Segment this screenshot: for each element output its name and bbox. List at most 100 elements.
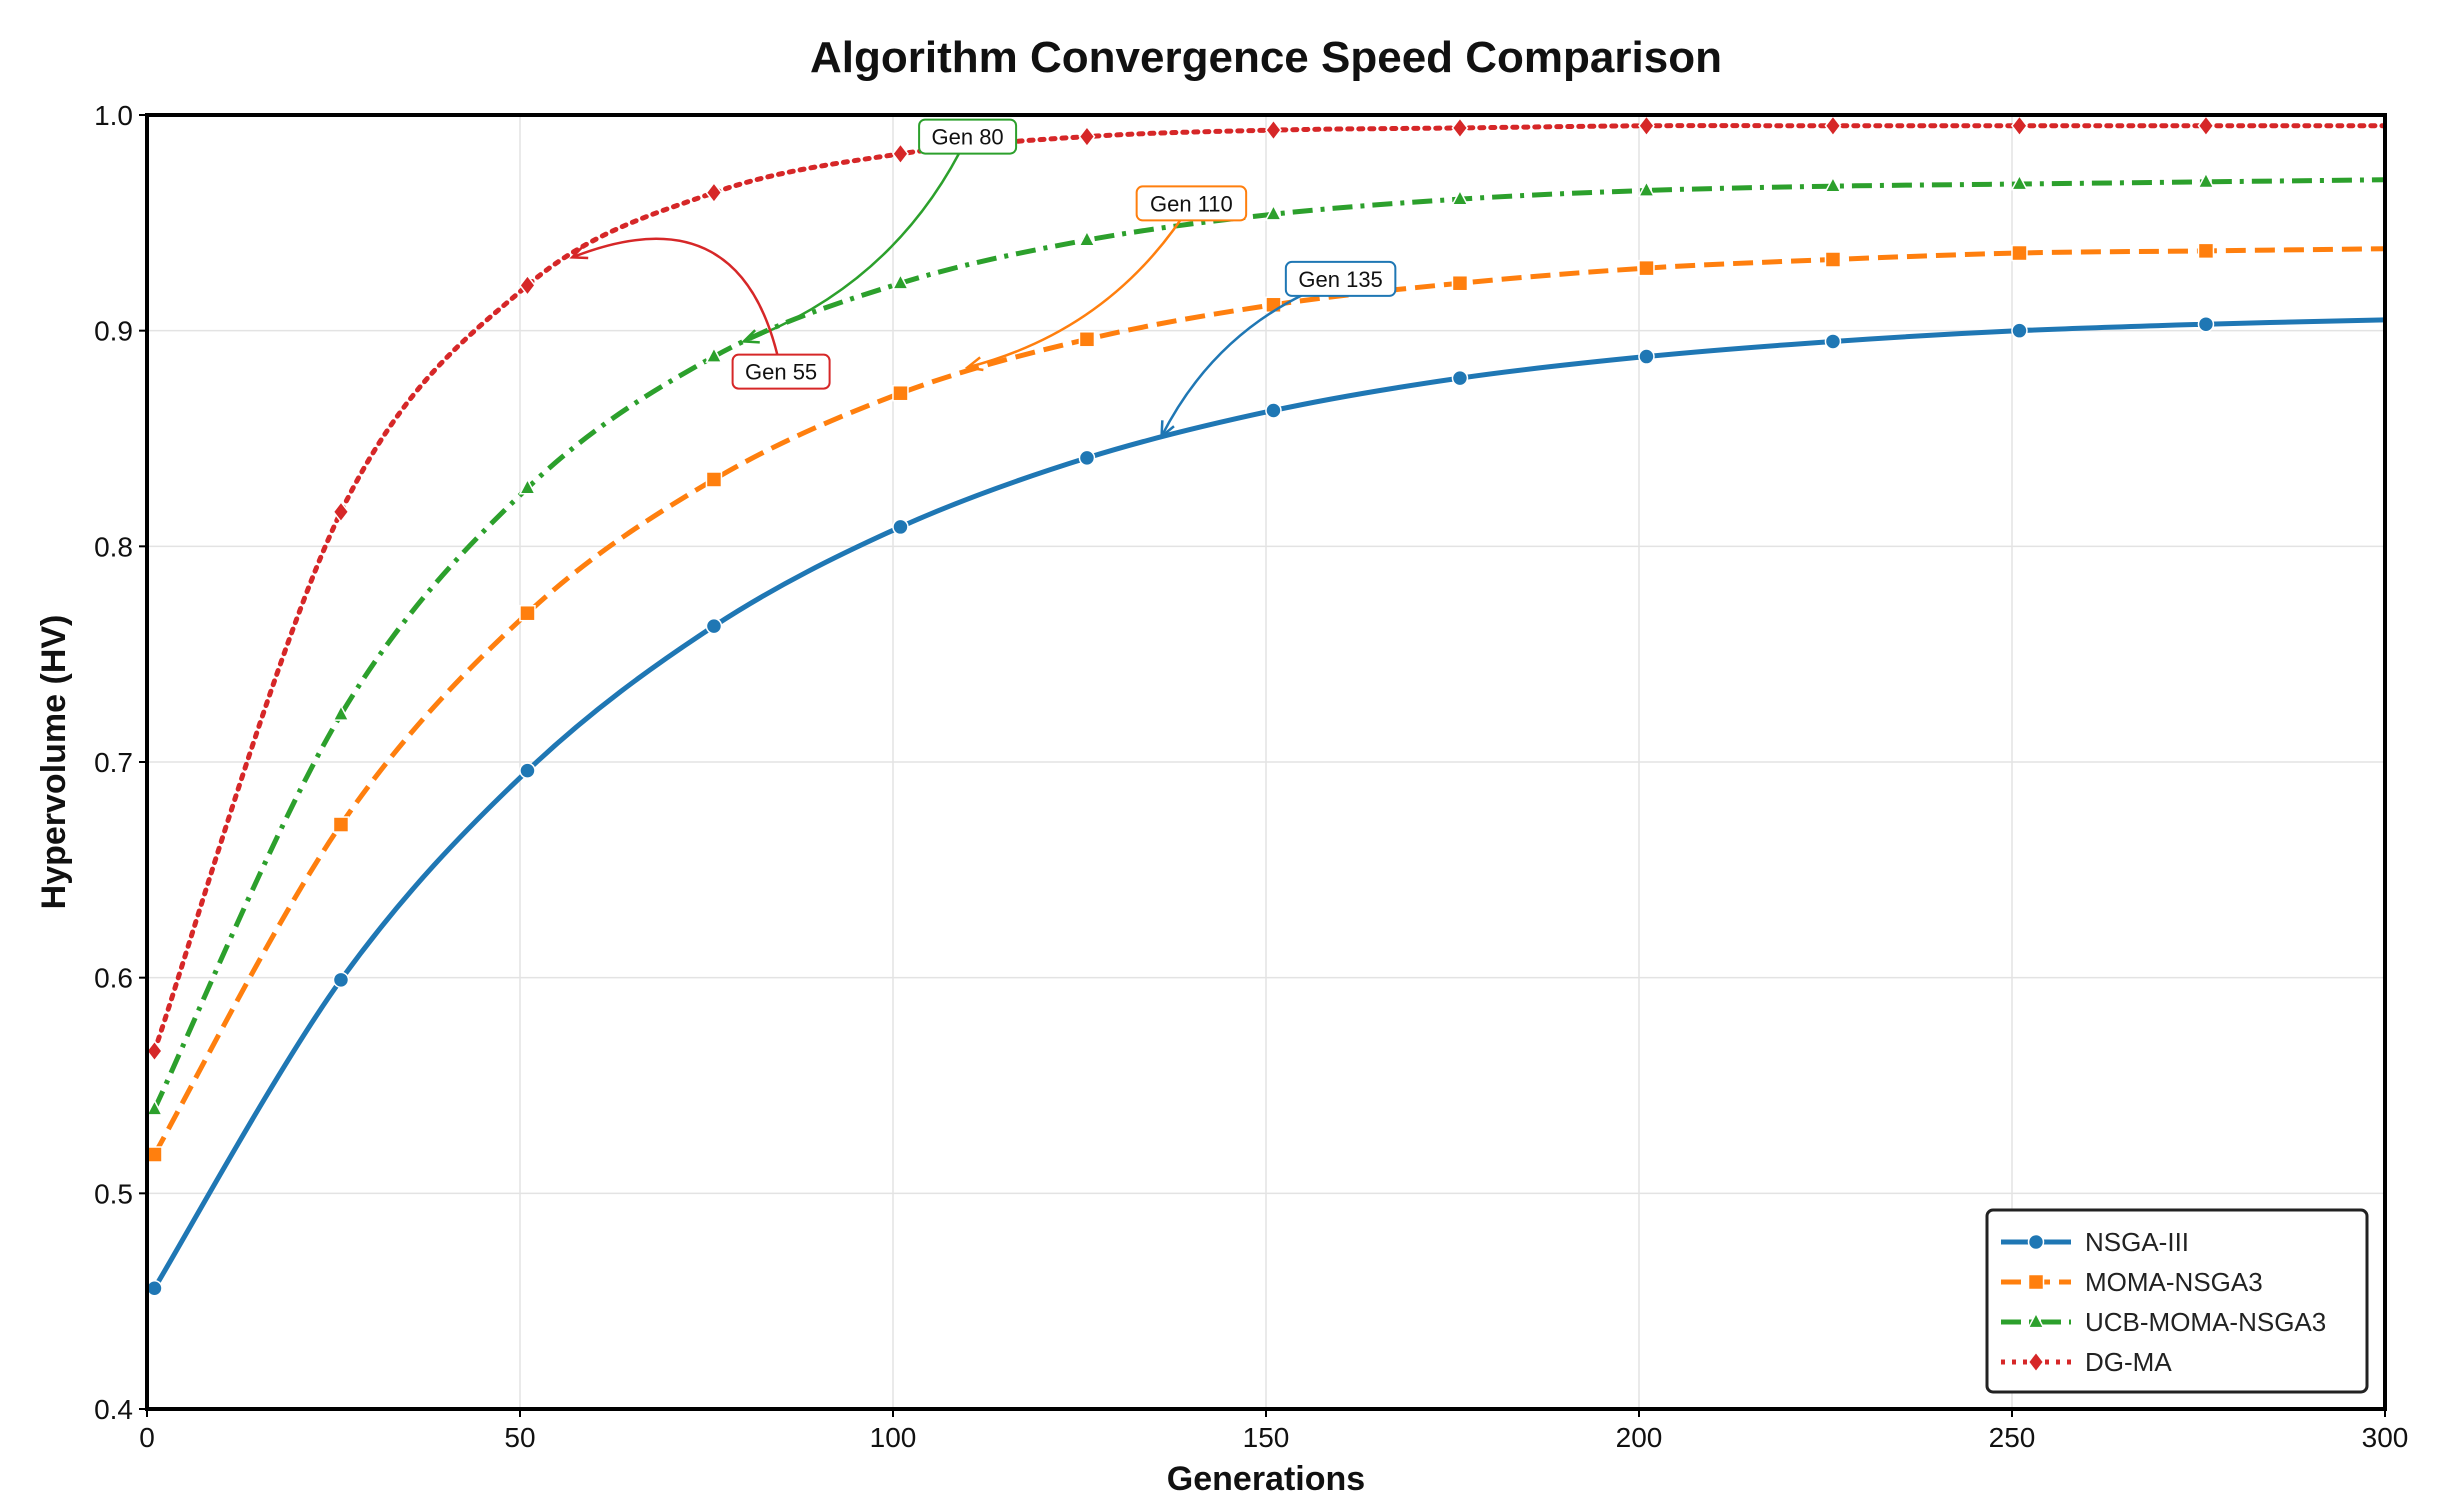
data-point-moma-nsga3: [892, 384, 909, 402]
data-point-dg-ma: [892, 142, 909, 165]
annotation-gen-55: Gen 55: [569, 237, 831, 390]
series-nsga-iii: [147, 315, 2385, 1297]
series-layer: [147, 115, 2385, 1297]
data-point-moma-nsga3: [332, 816, 350, 833]
annotation-label: Gen 80: [932, 125, 1004, 150]
annotation-arrow-head: [964, 356, 984, 372]
series-line-nsga-iii: [152, 317, 2385, 1290]
annotation-arrow-head: [569, 245, 589, 260]
x-axis-label: Generations: [1167, 1460, 1365, 1498]
data-point-dg-ma: [519, 274, 536, 297]
data-point-nsga-iii: [2011, 322, 2028, 339]
legend-swatch-marker: [2027, 1233, 2045, 1251]
data-point-nsga-iii: [1451, 369, 1469, 387]
data-point-dg-ma: [1265, 119, 1282, 142]
legend-swatch-marker: [2027, 1351, 2045, 1373]
data-point-ucb-moma-nsga3: [1264, 203, 1283, 221]
data-point-ucb-moma-nsga3: [1078, 229, 1096, 247]
x-tick-label: 300: [2362, 1422, 2409, 1453]
annotation-label: Gen 55: [745, 360, 817, 385]
y-tick-label: 0.9: [94, 316, 133, 347]
annotation-label: Gen 135: [1298, 267, 1382, 292]
data-point-nsga-iii: [1824, 333, 1842, 350]
data-point-ucb-moma-nsga3: [1824, 175, 1842, 193]
data-point-ucb-moma-nsga3: [147, 1098, 164, 1116]
data-point-dg-ma: [1824, 115, 1842, 137]
data-point-nsga-iii: [519, 762, 536, 779]
x-tick-label: 150: [1243, 1422, 1290, 1453]
legend-entry-dg-ma: DG-MA: [2001, 1347, 2172, 1377]
data-point-dg-ma: [1078, 125, 1096, 148]
annotation-box: [1135, 185, 1248, 222]
data-point-moma-nsga3: [2197, 242, 2215, 260]
chart-title: Algorithm Convergence Speed Comparison: [810, 33, 1722, 82]
data-point-ucb-moma-nsga3: [1637, 180, 1656, 197]
data-point-moma-nsga3: [1638, 259, 1655, 277]
axis-ticks: 0 50 100 150 200 250 300 0.4 0.5 0.6 0.7 0.8 0.9 1.0: [94, 100, 2408, 1453]
data-point-moma-nsga3: [1078, 331, 1096, 348]
legend-label: MOMA-NSGA3: [2085, 1267, 2263, 1297]
data-point-nsga-iii: [1265, 402, 1282, 419]
series-line-dg-ma: [151, 123, 2385, 1054]
data-point-ucb-moma-nsga3: [2010, 173, 2029, 191]
annotation-gen-135: Gen 135: [1160, 260, 1397, 440]
annotation-arrow-head: [740, 329, 760, 344]
series-line-ucb-moma-nsga3: [152, 177, 2385, 1111]
data-point-moma-nsga3: [147, 1146, 163, 1163]
annotation-arrow-line: [743, 136, 969, 343]
data-point-dg-ma: [2011, 115, 2028, 137]
legend-box: [1985, 1208, 2369, 1394]
annotation-gen-80: Gen 80: [740, 118, 1018, 344]
data-point-ucb-moma-nsga3: [332, 704, 350, 721]
data-point-moma-nsga3: [2011, 244, 2028, 262]
y-tick-label: 0.7: [94, 747, 133, 778]
legend-label: UCB-MOMA-NSGA3: [2085, 1307, 2326, 1337]
data-point-ucb-moma-nsga3: [1451, 188, 1469, 206]
y-tick-label: 0.8: [94, 531, 133, 562]
annotations: Gen 135 Gen 110 Gen 80 Gen 55: [569, 118, 1397, 440]
data-point-dg-ma: [1638, 115, 1655, 137]
legend-entry-nsga-iii: NSGA-III: [2001, 1227, 2189, 1257]
annotation-arrow-line: [967, 202, 1193, 369]
annotation-box: [1284, 260, 1397, 297]
series-moma-nsga3: [147, 242, 2385, 1163]
data-point-nsga-iii: [2197, 315, 2215, 333]
data-point-ucb-moma-nsga3: [705, 346, 723, 363]
y-tick-label: 0.4: [94, 1394, 133, 1425]
y-tick-label: 0.6: [94, 963, 133, 994]
x-tick-label: 50: [504, 1422, 535, 1453]
legend-label: DG-MA: [2085, 1347, 2172, 1377]
annotation-arrow-head: [1160, 420, 1175, 440]
y-tick-label: 1.0: [94, 100, 133, 131]
legend-entry-moma-nsga3: MOMA-NSGA3: [2001, 1267, 2263, 1297]
data-point-nsga-iii: [332, 971, 350, 989]
series-dg-ma: [147, 115, 2385, 1062]
data-point-nsga-iii: [147, 1279, 163, 1297]
x-tick-label: 200: [1616, 1422, 1663, 1453]
data-point-dg-ma: [332, 500, 350, 523]
data-point-dg-ma: [147, 1040, 163, 1062]
x-tick-label: 250: [1989, 1422, 2036, 1453]
x-tick-label: 100: [870, 1422, 917, 1453]
data-point-moma-nsga3: [1451, 274, 1469, 292]
data-point-nsga-iii: [1638, 348, 1655, 365]
data-point-nsga-iii: [892, 518, 909, 536]
annotation-gen-110: Gen 110: [964, 185, 1248, 372]
y-tick-label: 0.5: [94, 1178, 133, 1209]
x-tick-label: 0: [139, 1422, 155, 1453]
y-axis-label: Hypervolume (HV): [35, 615, 73, 910]
data-point-ucb-moma-nsga3: [518, 477, 537, 495]
annotation-arrow-line: [571, 237, 783, 372]
series-line-moma-nsga3: [152, 246, 2385, 1156]
legend-entry-ucb-moma-nsga3: UCB-MOMA-NSGA3: [2001, 1307, 2326, 1337]
legend-swatch-marker: [2027, 1273, 2045, 1291]
series-ucb-moma-nsga3: [147, 171, 2385, 1116]
legend-label: NSGA-III: [2085, 1227, 2189, 1257]
data-point-moma-nsga3: [1824, 251, 1842, 268]
data-point-nsga-iii: [705, 617, 723, 635]
legend: NSGA-III MOMA-NSGA3 UCB-MOMA-NSGA3 DG-MA: [1985, 1208, 2369, 1394]
annotation-box: [731, 353, 831, 390]
annotation-label: Gen 110: [1150, 191, 1233, 216]
